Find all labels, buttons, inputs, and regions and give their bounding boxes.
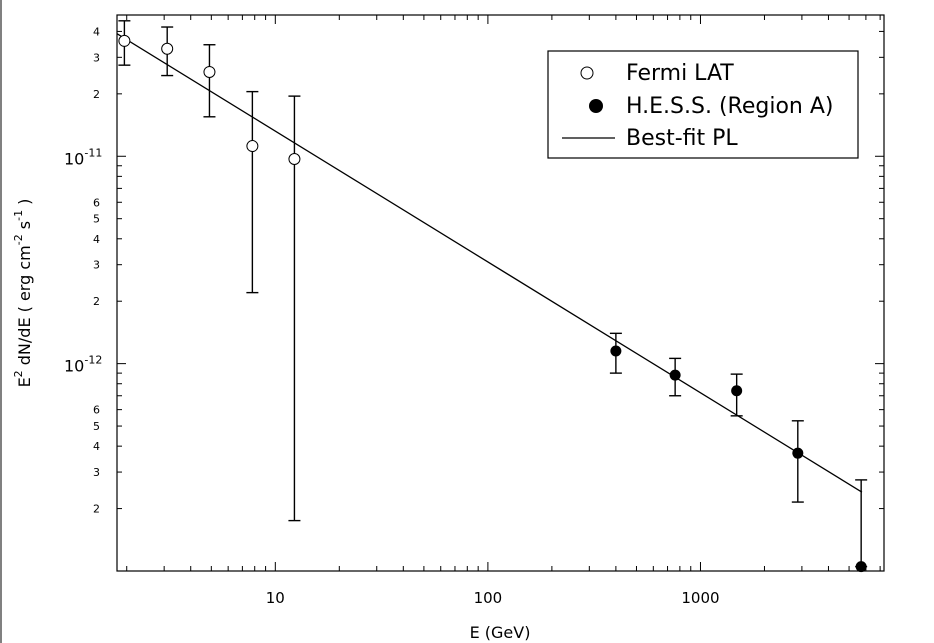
y-minor-tick-label: 2 <box>93 295 100 308</box>
hess-data-point <box>792 447 804 459</box>
y-axis-title: E2 dN/dE ( erg cm-2 s-1 ) <box>12 199 34 388</box>
legend-label-fermi: Fermi LAT <box>626 61 734 86</box>
legend-open-circle-marker <box>580 66 594 80</box>
y-title-cm-sup: -2 <box>12 234 25 245</box>
y-minor-tick-label: 4 <box>93 25 100 38</box>
y-title-base-sup: 2 <box>12 370 25 377</box>
fermi-data-point <box>246 140 259 153</box>
svg-text:E2 dN/dE ( erg cm-2 s-1 ): E2 dN/dE ( erg cm-2 s-1 ) <box>12 199 34 388</box>
y-minor-tick-label: 3 <box>93 51 100 64</box>
plot-frame <box>116 14 885 572</box>
x-tick-label: 100 <box>474 589 503 607</box>
y-minor-tick-label: 5 <box>93 420 100 433</box>
legend-filled-circle-marker <box>589 99 603 113</box>
y-axis-ticks: 10-11 10-12 4 3 2 6 5 4 3 2 6 5 4 3 2 <box>64 25 102 515</box>
series-layer <box>116 20 868 573</box>
y-minor-tick-label: 4 <box>93 233 100 246</box>
legend-label-bestfit: Best-fit PL <box>626 126 738 151</box>
hess-data-point <box>855 561 867 573</box>
legend: Fermi LAT H.E.S.S. (Region A) Best-fit P… <box>547 50 859 159</box>
minor-ticks <box>117 15 884 572</box>
y-title-s: s <box>15 221 34 234</box>
y-minor-tick-label: 6 <box>93 404 100 417</box>
y-tick-label: 10-11 <box>64 146 102 168</box>
fermi-data-point <box>118 34 131 47</box>
legend-label-hess: H.E.S.S. (Region A) <box>626 94 833 119</box>
y-title-main: dN/dE ( erg cm <box>15 245 34 370</box>
y-minor-tick-label: 3 <box>93 259 100 272</box>
y-tick-label: 10-12 <box>64 354 102 376</box>
y-minor-tick-label: 2 <box>93 88 100 101</box>
y-title-base: E <box>15 377 34 387</box>
y-minor-tick-label: 3 <box>93 466 100 479</box>
x-tick-label: 10 <box>266 589 285 607</box>
y-title-s-sup: -1 <box>12 210 25 221</box>
fermi-data-point <box>288 153 301 166</box>
hess-data-point <box>610 345 622 357</box>
y-minor-tick-label: 5 <box>93 213 100 226</box>
fermi-data-point <box>203 65 216 78</box>
fermi-data-point <box>161 42 174 55</box>
x-axis-title: E (GeV) <box>470 623 531 642</box>
y-minor-tick-label: 6 <box>93 196 100 209</box>
hess-data-point <box>669 369 681 381</box>
y-minor-tick-label: 4 <box>93 440 100 453</box>
x-tick-label: 1000 <box>681 589 719 607</box>
y-minor-tick-label: 2 <box>93 503 100 516</box>
y-title-close: ) <box>15 199 34 210</box>
x-axis-ticks: 10 100 1000 <box>266 589 720 607</box>
hess-data-point <box>731 385 743 397</box>
